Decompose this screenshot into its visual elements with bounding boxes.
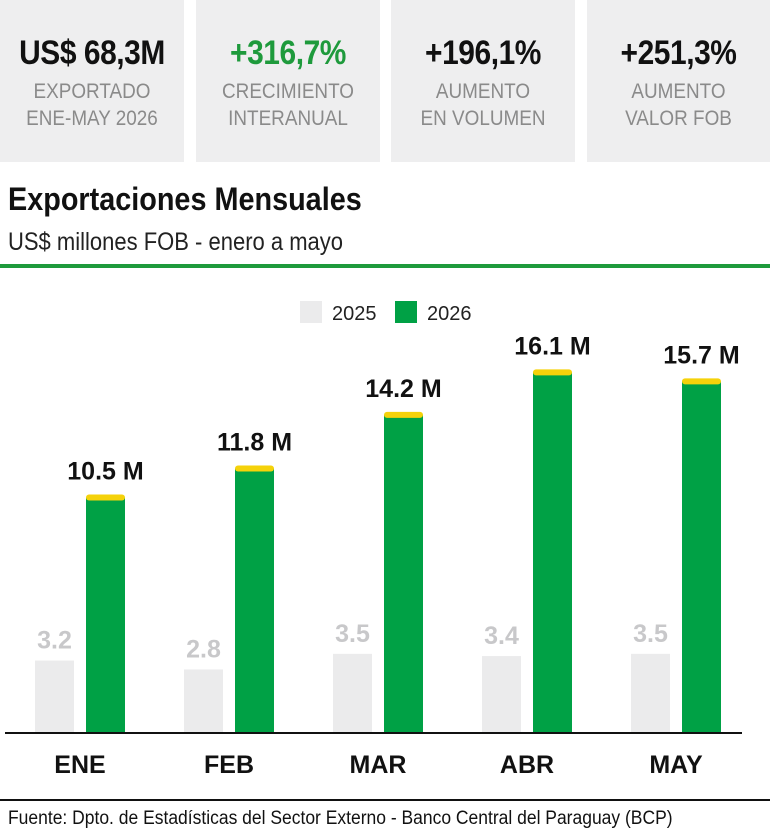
bar-cap-2026-may <box>682 378 721 385</box>
kpi-volume-label-line2: EN VOLUMEN <box>420 107 546 130</box>
header-rule <box>0 264 770 268</box>
chart-title: Exportaciones Mensuales <box>8 181 362 217</box>
bar-cap-2026-mar <box>384 411 423 418</box>
x-tick-feb: FEB <box>204 751 254 779</box>
kpi-strip: US$ 68,3M EXPORTADO ENE-MAY 2026 +316,7%… <box>0 0 770 162</box>
bar-2026-may <box>682 381 721 732</box>
kpi-growth-label-line2: INTERANUAL <box>228 107 348 130</box>
kpi-exported: US$ 68,3M EXPORTADO ENE-MAY 2026 <box>0 0 184 162</box>
kpi-exported-label-line2: ENE-MAY 2026 <box>26 107 158 130</box>
kpi-growth-label-line1: CRECIMIENTO <box>222 80 354 103</box>
bar-2026-mar <box>384 414 423 732</box>
legend-swatch-2026 <box>395 301 417 323</box>
kpi-fob-label-line1: AUMENTO <box>631 80 726 103</box>
kpi-exported-label-line1: EXPORTADO <box>33 80 151 103</box>
kpi-exported-label: EXPORTADO ENE-MAY 2026 <box>9 78 175 132</box>
kpi-fob-label: AUMENTO VALOR FOB <box>596 78 761 132</box>
kpi-growth-label: CRECIMIENTO INTERANUAL <box>205 78 371 132</box>
bar-label-2025-feb: 2.8 <box>186 635 221 663</box>
kpi-volume-label: AUMENTO EN VOLUMEN <box>400 78 566 132</box>
kpi-volume-label-line1: AUMENTO <box>435 80 531 103</box>
kpi-fob-label-line2: VALOR FOB <box>625 107 732 130</box>
legend-label-2026: 2026 <box>427 303 472 325</box>
bar-2025-feb <box>184 669 223 732</box>
bar-label-2025-ene: 3.2 <box>37 627 72 655</box>
x-tick-may: MAY <box>649 751 703 779</box>
bar-cap-2026-abr <box>533 369 572 376</box>
bar-2026-ene <box>86 497 125 732</box>
bar-label-2025-abr: 3.4 <box>484 622 519 650</box>
bar-2025-abr <box>482 656 521 732</box>
kpi-exported-value: US$ 68,3M <box>19 34 165 72</box>
bar-label-2026-ene: 10.5 M <box>67 458 143 486</box>
kpi-fob: +251,3% AUMENTO VALOR FOB <box>587 0 770 162</box>
bar-label-2026-may: 15.7 M <box>663 341 739 369</box>
bar-cap-2026-ene <box>86 494 125 501</box>
legend-label-2025: 2025 <box>332 303 377 325</box>
bar-2026-abr <box>533 372 572 732</box>
bar-2026-feb <box>235 468 274 732</box>
kpi-growth-value: +316,7% <box>230 34 346 72</box>
kpi-fob-value: +251,3% <box>620 34 737 72</box>
chart-subtitle: US$ millones FOB - enero a mayo <box>8 228 344 256</box>
legend-swatch-2025 <box>300 301 322 323</box>
kpi-growth: +316,7% CRECIMIENTO INTERANUAL <box>196 0 380 162</box>
bar-label-2026-abr: 16.1 M <box>514 332 590 360</box>
bar-2025-may <box>631 653 670 732</box>
bar-2025-ene <box>35 660 74 732</box>
source-note: Fuente: Dpto. de Estadísticas del Sector… <box>8 808 673 829</box>
x-tick-abr: ABR <box>500 751 554 779</box>
kpi-volume-value: +196,1% <box>425 34 541 72</box>
x-tick-mar: MAR <box>350 751 407 779</box>
kpi-volume: +196,1% AUMENTO EN VOLUMEN <box>391 0 575 162</box>
bar-label-2025-may: 3.5 <box>633 620 668 648</box>
bar-label-2026-feb: 11.8 M <box>217 428 292 456</box>
x-tick-ene: ENE <box>54 751 105 779</box>
bar-2025-mar <box>333 653 372 732</box>
bar-label-2025-mar: 3.5 <box>335 620 370 648</box>
bar-cap-2026-feb <box>235 465 274 472</box>
bar-label-2026-mar: 14.2 M <box>365 375 441 403</box>
